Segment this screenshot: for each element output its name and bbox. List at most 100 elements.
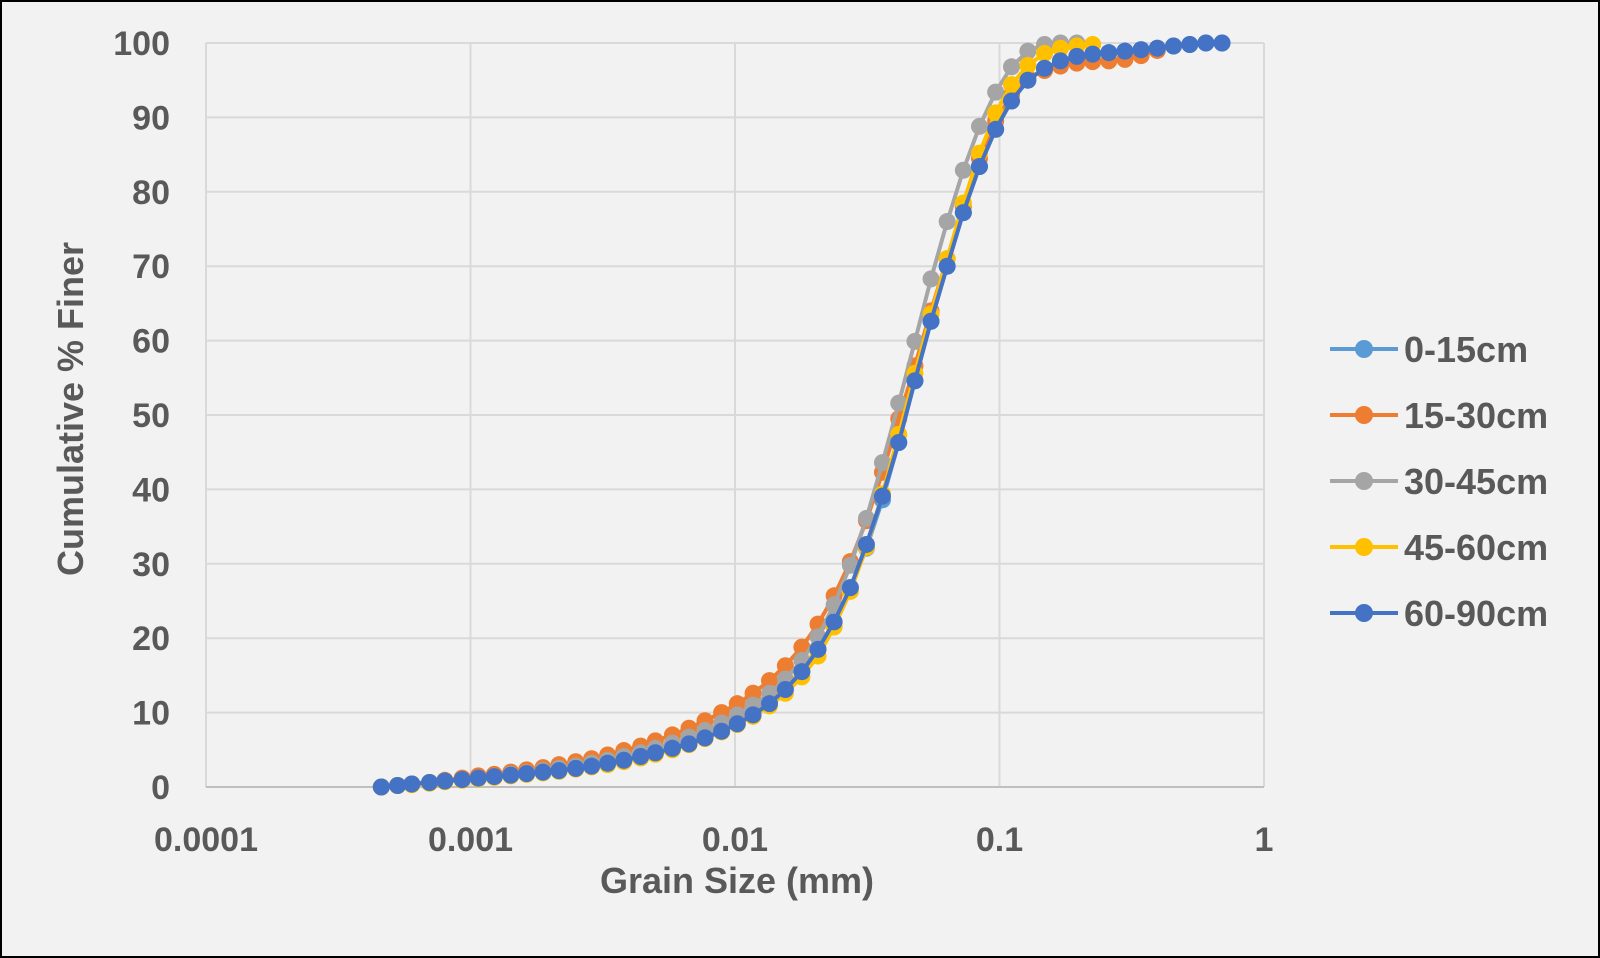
data-point [793,663,811,681]
data-point [873,454,891,472]
y-tick-label: 50 [132,397,170,435]
data-point [825,613,843,631]
data-point [776,657,794,675]
data-point [841,579,859,597]
data-point [1116,42,1134,60]
data-point [567,759,585,777]
x-tick-label: 1 [1255,821,1274,859]
x-tick-label: 0.1 [976,821,1023,859]
data-point [421,774,439,792]
data-point [873,487,891,505]
data-point [970,117,988,135]
legend-marker [1355,538,1373,556]
y-tick-label: 80 [132,174,170,212]
legend-label: 45-60cm [1404,527,1548,568]
legend-label: 30-45cm [1404,461,1548,502]
data-point [453,771,471,789]
data-point [906,372,924,390]
data-point [615,751,633,769]
data-point [485,768,503,786]
data-point [987,104,1005,122]
data-point [922,312,940,330]
data-point [372,778,390,796]
data-point [1019,71,1037,89]
series-15-30cm [372,41,1166,796]
data-point [890,394,908,412]
legend-item: 45-60cm [1330,527,1548,568]
data-point [1084,45,1102,63]
data-point [1181,35,1199,53]
data-point [663,739,681,757]
y-tick-label: 90 [132,99,170,137]
data-point [987,120,1005,138]
x-tick-label: 0.001 [428,821,513,859]
data-point [1002,76,1020,94]
legend-item: 30-45cm [1330,461,1548,502]
legend-marker [1355,340,1373,358]
x-tick-label: 0.0001 [154,821,258,859]
data-point [403,775,421,793]
data-point [760,695,778,713]
data-series [372,34,1231,796]
y-tick-label: 0 [151,769,170,807]
data-point [502,766,520,784]
data-point [1019,42,1037,60]
data-point [550,762,568,780]
data-point [857,535,875,553]
data-point [1019,56,1037,74]
data-point [970,158,988,176]
data-point [518,765,536,783]
data-point [1132,41,1150,59]
y-axis-title: Cumulative % Finer [50,242,91,576]
y-tick-label: 30 [132,546,170,584]
data-point [583,757,601,775]
y-tick-label: 20 [132,620,170,658]
data-point [890,434,908,452]
data-point [1068,47,1086,65]
legend-item: 15-30cm [1330,395,1548,436]
data-point [744,684,762,702]
data-point [954,204,972,222]
data-point [728,715,746,733]
data-point [534,763,552,781]
data-point [469,769,487,787]
data-point [713,722,731,740]
data-point [1002,58,1020,76]
legend: 0-15cm 15-30cm 30-45cm 45-60cm 60-90cm [1330,329,1548,634]
y-tick-label: 10 [132,695,170,733]
axes: 0 10 20 30 40 50 60 70 80 90 100 0.0001 0.001 0.01 0.1… [113,25,1273,859]
data-point [436,772,454,790]
data-point [987,83,1005,101]
data-point [1213,34,1231,52]
legend-label: 15-30cm [1404,395,1548,436]
data-point [922,270,940,288]
data-point [696,729,714,747]
x-axis-title: Grain Size (mm) [600,860,874,901]
data-point [1002,92,1020,110]
data-point [1100,44,1118,62]
data-point [954,161,972,179]
data-point [646,744,664,762]
legend-item: 60-90cm [1330,593,1548,634]
data-point [1051,39,1069,57]
data-point [1165,37,1183,55]
data-point [1197,34,1215,52]
y-tick-label: 40 [132,471,170,509]
y-tick-label: 70 [132,248,170,286]
data-point [841,556,859,574]
data-point [680,735,698,753]
data-point [1036,59,1054,77]
data-point [809,640,827,658]
legend-label: 0-15cm [1404,329,1528,370]
legend-marker [1355,472,1373,490]
legend-marker [1355,406,1373,424]
data-point [1036,44,1054,62]
data-point [744,706,762,724]
data-point [389,777,407,795]
data-point [776,681,794,699]
series-60-90cm [372,34,1231,796]
legend-marker [1355,604,1373,622]
x-tick-label: 0.01 [702,821,768,859]
